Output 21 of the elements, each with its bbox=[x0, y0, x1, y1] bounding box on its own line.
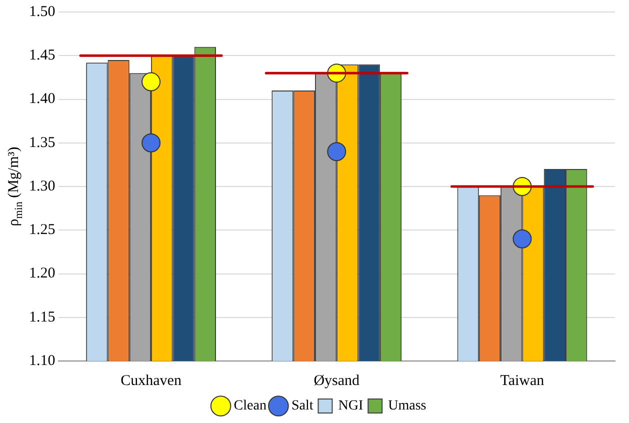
y-tick-label: 1.10 bbox=[29, 352, 56, 369]
y-tick-label: 1.20 bbox=[29, 266, 56, 282]
y-tick-label: 1.15 bbox=[29, 309, 56, 326]
point bbox=[142, 133, 161, 152]
legend-label: Salt bbox=[291, 398, 314, 414]
y-tick-label: 1.50 bbox=[29, 4, 56, 20]
y-axis-title: ρmin (Mg/m³) bbox=[6, 146, 25, 226]
x-tick-label: Taiwan bbox=[500, 372, 545, 389]
legend-label: Clean bbox=[234, 398, 266, 414]
legend-label: NGI bbox=[338, 398, 364, 414]
x-tick-label: Øysand bbox=[314, 372, 360, 389]
point bbox=[142, 72, 161, 92]
legend-label: Umass bbox=[388, 398, 426, 414]
y-tick-label: 1.30 bbox=[29, 178, 56, 194]
y-tick-label: 1.40 bbox=[29, 91, 56, 108]
point bbox=[512, 229, 532, 248]
y-tick-label: 1.35 bbox=[29, 134, 56, 151]
point bbox=[327, 142, 346, 162]
y-tick-label: 1.25 bbox=[29, 222, 56, 238]
y-tick-label: 1.45 bbox=[29, 48, 56, 64]
x-tick-label: Cuxhaven bbox=[120, 372, 182, 389]
